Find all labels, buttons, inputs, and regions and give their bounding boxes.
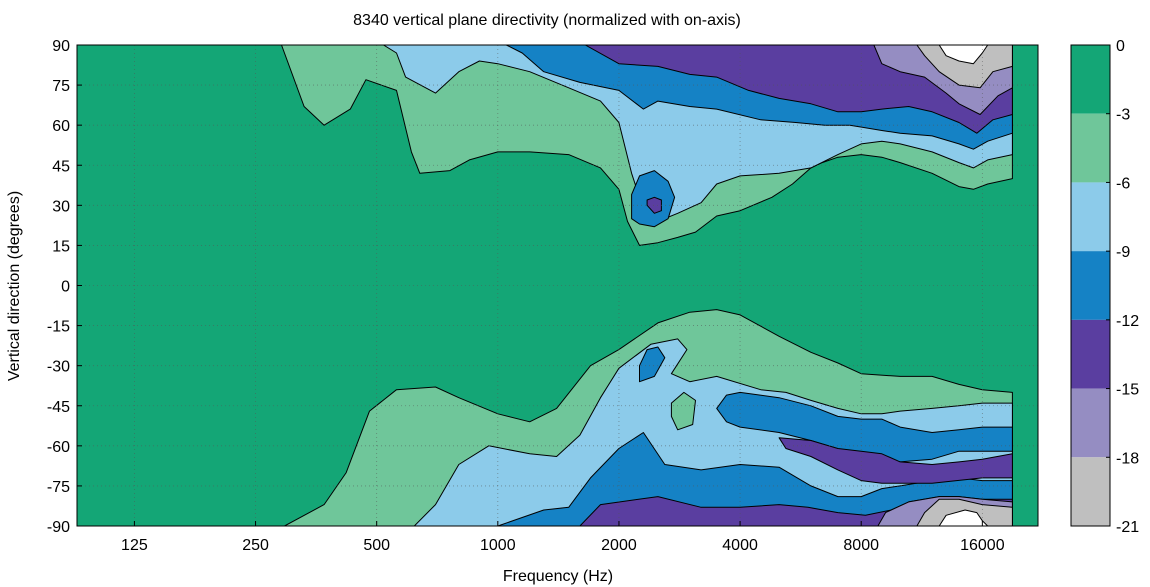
y-tick-label-0: 90 (52, 38, 70, 55)
x-tick-label-6: 8000 (843, 537, 879, 554)
colorbar-swatch-0 (1071, 45, 1110, 114)
x-axis: 125 250 500 1000 2000 4000 8000 16000 (121, 521, 1005, 554)
contour-regions (281, 45, 1013, 526)
colorbar-label-1: -3 (1116, 107, 1130, 124)
plot-area (76, 44, 1039, 527)
y-tick-label-3: 45 (52, 158, 70, 175)
colorbar-swatch-6 (1071, 457, 1110, 526)
contour-region-19 (778, 437, 1013, 484)
colorbar-label-3: -9 (1116, 244, 1130, 261)
colorbar-swatch-4 (1071, 319, 1110, 389)
x-tick-label-2: 500 (363, 537, 390, 554)
y-tick-label-2: 60 (52, 118, 70, 135)
contour-region-18 (716, 391, 1013, 463)
x-tick-label-7: 16000 (960, 537, 1005, 554)
y-tick-label-7: -15 (47, 319, 70, 336)
y-tick-label-8: -30 (47, 359, 70, 376)
colorbar-frame (1070, 44, 1111, 527)
y-tick-label-9: -45 (47, 399, 70, 416)
y-axis-label: Vertical direction (degrees) (6, 191, 23, 381)
y-tick-label-6: 0 (61, 279, 70, 296)
colorbar-label-5: -15 (1116, 382, 1139, 399)
contour-region-15 (938, 509, 989, 526)
contour-region-16 (670, 391, 696, 431)
y-axis: 90 75 60 45 30 15 0 -15 -30 -45 -60 -75 -90 (47, 38, 82, 536)
x-tick-label-5: 4000 (722, 537, 758, 554)
contour-region-17 (639, 346, 666, 383)
chart-title: 8340 vertical plane directivity (normali… (353, 12, 741, 29)
y-tick-label-4: 30 (52, 198, 70, 215)
contour-region-5 (916, 45, 1013, 89)
colorbar-swatch-1 (1071, 113, 1110, 183)
y-tick-label-5: 15 (52, 238, 70, 255)
x-tick-label-4: 2000 (601, 537, 637, 554)
y-tick-label-10: -60 (47, 439, 70, 456)
x-tick-label-1: 250 (242, 537, 269, 554)
y-tick-label-12: -90 (47, 519, 70, 536)
colorbar-swatch-2 (1071, 182, 1110, 252)
colorbar-swatch-5 (1071, 388, 1110, 458)
y-tick-label-1: 75 (52, 78, 70, 95)
y-tick-label-11: -75 (47, 479, 70, 496)
x-tick-label-3: 1000 (480, 537, 516, 554)
contour-region-8 (646, 196, 662, 214)
x-axis-label: Frequency (Hz) (503, 568, 613, 585)
contour-region-6 (938, 45, 989, 65)
colorbar-label-7: -21 (1116, 519, 1139, 536)
colorbar-label-0: 0 (1116, 38, 1125, 55)
colorbar-label-2: -6 (1116, 175, 1130, 192)
colorbar-swatch-3 (1071, 251, 1110, 320)
colorbar-label-4: -12 (1116, 313, 1139, 330)
colorbar-label-6: -18 (1116, 450, 1139, 467)
colorbar: 0 -3 -6 -9 -12 -15 -18 -21 (1070, 38, 1139, 536)
grid-lines (77, 45, 1038, 526)
x-tick-label-0: 125 (121, 537, 148, 554)
